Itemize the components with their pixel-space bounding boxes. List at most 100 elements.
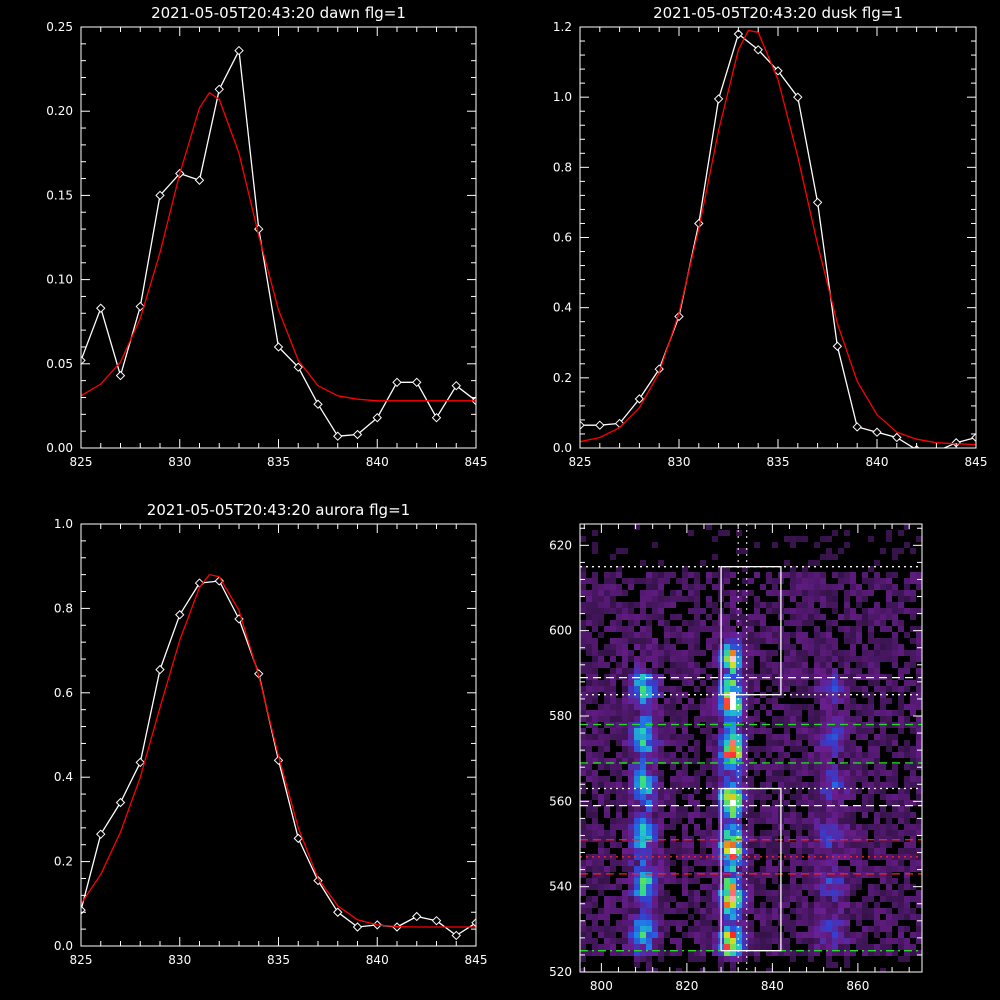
intensity-cell (628, 794, 634, 800)
intensity-cell (898, 866, 904, 872)
dusk-data-point (753, 45, 763, 55)
intensity-cell (820, 932, 826, 938)
intensity-cell (838, 650, 844, 656)
intensity-cell (658, 602, 664, 608)
intensity-cell (670, 764, 676, 770)
intensity-cell (880, 740, 886, 746)
intensity-cell (724, 602, 730, 608)
intensity-cell (628, 854, 634, 860)
intensity-cell (622, 836, 628, 842)
intensity-cell (640, 896, 646, 902)
intensity-cell (676, 632, 682, 638)
intensity-cell (670, 728, 676, 734)
intensity-cell (694, 776, 700, 782)
intensity-cell (616, 794, 622, 800)
intensity-cell (634, 662, 640, 668)
dawn-x-tick-label: 825 (70, 455, 93, 469)
intensity-cell (688, 626, 694, 632)
intensity-cell (802, 662, 808, 668)
intensity-cell (730, 662, 736, 668)
intensity-cell (844, 656, 850, 662)
intensity-cell (790, 620, 796, 626)
intensity-cell (580, 728, 586, 734)
intensity-cell (742, 638, 748, 644)
intensity-cell (670, 662, 676, 668)
intensity-cell (790, 680, 796, 686)
intensity-cell (814, 908, 820, 914)
intensity-cell (712, 800, 718, 806)
intensity-cell (886, 596, 892, 602)
intensity-cell (652, 938, 658, 944)
intensity-cell (802, 590, 808, 596)
intensity-cell (766, 890, 772, 896)
intensity-cell (724, 578, 730, 584)
intensity-cell (910, 782, 916, 788)
dawn-data-point (313, 399, 323, 409)
intensity-cell (838, 884, 844, 890)
intensity-cell (640, 668, 646, 674)
intensity-cell (676, 716, 682, 722)
intensity-cell (850, 854, 856, 860)
aurora-data-point (155, 664, 165, 675)
intensity-cell (688, 530, 694, 536)
intensity-cell (634, 830, 640, 836)
intensity-cell (838, 806, 844, 812)
intensity-cell (598, 686, 604, 692)
intensity-cell (724, 842, 730, 848)
intensity-cell (874, 734, 880, 740)
intensity-cell (742, 824, 748, 830)
intensity-cell (640, 872, 646, 878)
intensity-cell (886, 884, 892, 890)
intensity-cell (916, 932, 922, 938)
intensity-cell (868, 698, 874, 704)
intensity-cell (784, 938, 790, 944)
intensity-cell (622, 848, 628, 854)
intensity-cell (892, 830, 898, 836)
intensity-cell (706, 866, 712, 872)
intensity-cell (736, 932, 742, 938)
intensity-cell (784, 644, 790, 650)
intensity-cell (808, 650, 814, 656)
intensity-cell (844, 530, 850, 536)
intensity-cell (844, 866, 850, 872)
intensity-cell (910, 842, 916, 848)
intensity-cell (718, 956, 724, 962)
intensity-cell (754, 878, 760, 884)
intensity-cell (628, 740, 634, 746)
intensity-cell (742, 920, 748, 926)
intensity-cell (718, 776, 724, 782)
intensity-cell (760, 842, 766, 848)
intensity-cell (796, 716, 802, 722)
intensity-cell (784, 812, 790, 818)
intensity-cell (754, 854, 760, 860)
intensity-cell (856, 752, 862, 758)
intensity-cell (850, 878, 856, 884)
intensity-cell (682, 776, 688, 782)
intensity-cell (730, 902, 736, 908)
intensity-cell (670, 650, 676, 656)
intensity-cell (622, 914, 628, 920)
intensity-cell (622, 692, 628, 698)
intensity-cell (616, 728, 622, 734)
intensity-cell (670, 776, 676, 782)
intensity-cell (706, 692, 712, 698)
intensity-cell (886, 734, 892, 740)
intensity-cell (772, 842, 778, 848)
intensity-cell (676, 926, 682, 932)
intensity-cell (664, 896, 670, 902)
intensity-cell (694, 620, 700, 626)
dawn-y-tick-label: 0.05 (46, 357, 73, 371)
intensity-cell (610, 830, 616, 836)
intensity-cell (610, 926, 616, 932)
aurora-data-point (333, 907, 343, 917)
intensity-cell (724, 752, 730, 758)
aurora-data-point (313, 875, 323, 886)
intensity-cell (622, 920, 628, 926)
dawn-data-point (352, 429, 363, 440)
aurora-x-tick-label: 825 (70, 953, 93, 967)
intensity-cell (886, 716, 892, 722)
intensity-cell (808, 734, 814, 740)
intensity-cell (616, 710, 622, 716)
intensity-cell (658, 752, 664, 758)
